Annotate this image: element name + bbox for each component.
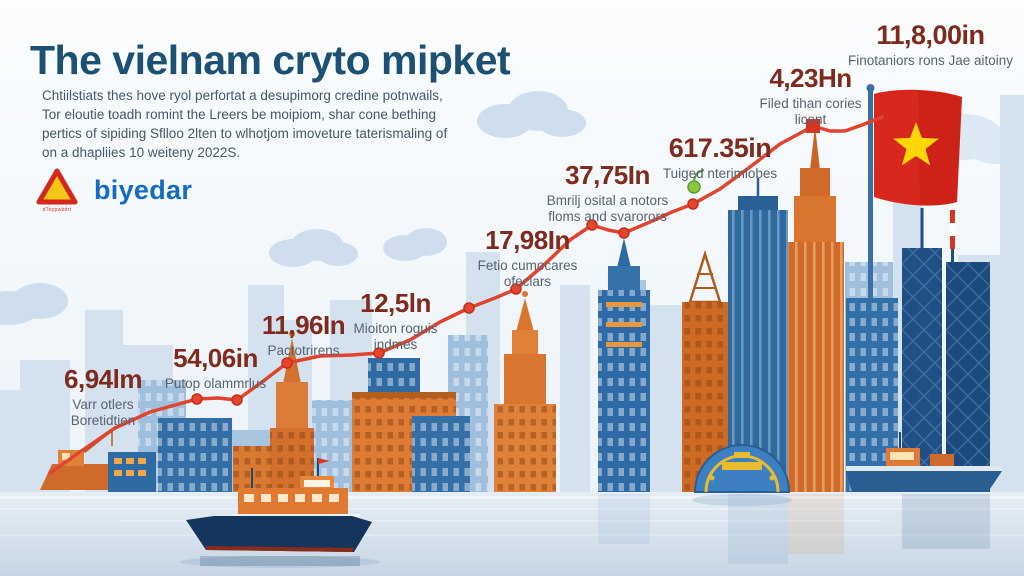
milestone-value: 12,5ln <box>360 288 431 318</box>
trend-point-marker <box>191 393 203 405</box>
milestone-value: 11,8,00in <box>876 20 985 50</box>
flag-star-icon <box>893 122 939 166</box>
milestone-7: 617.35in Tuiged nterimlobes <box>640 133 800 182</box>
blue-spire-tower <box>598 238 650 492</box>
page-title: The vielnam cryto mipket <box>30 37 511 84</box>
milestone-label: Fetio cumocares ofeciars <box>477 258 578 289</box>
intro-line: on a dhapliies 10 weiteny 2022S. <box>42 145 241 161</box>
milestone-label: Putop olammrlus <box>164 376 267 391</box>
milestone-8: 4,23Hn Filed tihan cories licent <box>743 63 878 128</box>
milestone-2: 54,06in Putop olammrlus <box>133 343 298 392</box>
milestone-label: Varr otlers Boretidtien <box>70 397 136 428</box>
milestone-6: 37,75In Bmrilj osital a notors floms and… <box>525 160 690 225</box>
trend-line-group <box>48 115 884 475</box>
orange-cathedral-tower <box>494 291 556 492</box>
milestone-9: 11,8,00in Finotaniors rons Jae aitoiny <box>838 20 1023 69</box>
trend-point-marker <box>373 347 385 359</box>
logo-caption: dTeppwbdrt <box>42 207 72 213</box>
trend-point-marker <box>510 283 522 295</box>
dock-building <box>108 452 156 492</box>
milestone-label: Pactotrirens <box>267 343 340 358</box>
intro-line: Tor eloutie toadh romint the Lreers be m… <box>42 107 436 123</box>
milestone-3: 11,96In Pactotrirens <box>236 310 371 359</box>
square-marker <box>806 119 820 133</box>
milestone-label: Mioiton roguis indmes <box>353 321 438 352</box>
brand-logo: dTeppwbdrt biyedar <box>36 168 192 213</box>
trend-point-marker <box>231 394 243 406</box>
trend-point-marker <box>687 198 699 210</box>
sprout-stem-icon <box>693 169 705 182</box>
milestone-label: Bmrilj osital a notors floms and svaroro… <box>546 193 669 224</box>
milestone-5: 17,98In Fetio cumocares ofeciars <box>450 225 605 290</box>
milestone-value: 37,75In <box>565 160 650 190</box>
empire-orange-tower <box>788 126 844 492</box>
flag-pole <box>866 84 875 302</box>
milestone-4: 12,5ln Mioiton roguis indmes <box>328 288 463 353</box>
trend-line <box>48 115 884 475</box>
intro-line: Chtiilstiats thes hove ryol perfortat a … <box>42 88 443 103</box>
dome-pavilion <box>692 444 792 506</box>
milestone-label: Tuiged nterimlobes <box>662 166 778 181</box>
trend-point-marker <box>586 219 598 231</box>
vietnam-flag <box>874 89 962 206</box>
trend-point-marker <box>463 302 475 314</box>
brand-name: biyedar <box>94 175 193 205</box>
milestone-value: 4,23Hn <box>769 63 852 93</box>
right-boat <box>846 432 1002 492</box>
trend-point-marker <box>618 227 630 239</box>
intro-line: pertics of sipiding Sflloo 2lten to wlho… <box>42 126 448 142</box>
milestone-value: 6,94lm <box>64 364 142 394</box>
milestone-value: 54,06in <box>173 343 258 373</box>
trend-markers <box>191 198 699 406</box>
milestone-value: 617.35in <box>668 133 772 163</box>
milestone-value: 11,96In <box>261 310 346 340</box>
milestone-label: Finotaniors rons Jae aitoiny <box>847 53 1014 68</box>
center-boat <box>180 458 380 568</box>
milestone-1: 6,94lm Varr otlers Boretidtien <box>28 364 178 429</box>
trend-point-marker <box>281 357 293 369</box>
milestone-value: 17,98In <box>485 225 570 255</box>
milestone-label: Filed tihan cories licent <box>759 96 862 127</box>
intro-paragraph: Chtiilstiats thes hove ryol perfortat a … <box>42 86 472 163</box>
water <box>0 492 1024 576</box>
sprout-marker-icon <box>687 180 701 194</box>
warning-triangle-icon: dTeppwbdrt <box>36 168 78 213</box>
